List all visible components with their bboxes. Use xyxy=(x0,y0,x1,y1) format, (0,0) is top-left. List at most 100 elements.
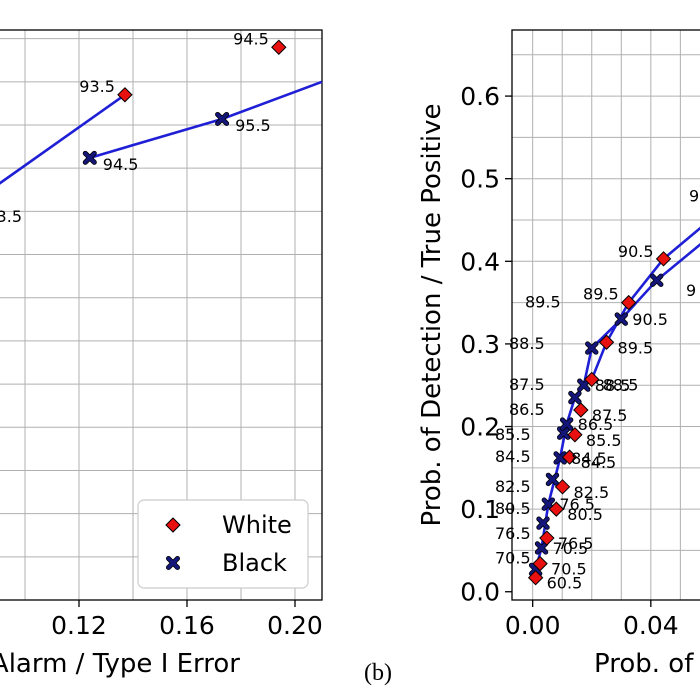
point-label: 88.5 xyxy=(603,375,639,394)
point-label: 89.5 xyxy=(583,285,619,304)
legend-label-black: Black xyxy=(222,549,287,577)
black-marker xyxy=(585,341,599,355)
black-marker xyxy=(577,378,591,392)
black-marker xyxy=(215,111,230,126)
point-label: 82.5 xyxy=(495,477,531,496)
point-label: 90.5 xyxy=(618,242,654,261)
x-tick-label: 0.12 xyxy=(51,611,107,640)
panel-b-chart: 0.0 0.1 0.2 0.3 0.4 0.5 0.6 0.00 0.04 Prob. of Pro… xyxy=(417,29,700,679)
cross-stroke xyxy=(560,418,573,430)
point-label: 93.5 xyxy=(79,77,115,96)
white-marker xyxy=(655,251,672,267)
point-label: 87.5 xyxy=(592,406,628,425)
point-label: 86.5 xyxy=(578,415,614,434)
white-marker xyxy=(620,294,637,311)
y-tick-label: 0.3 xyxy=(460,330,500,359)
point-label-cut: 9 xyxy=(686,281,696,300)
x-axis-title: Prob. of False Alarm / Type I Error xyxy=(0,649,240,679)
x-tick-label: 0.16 xyxy=(159,611,215,640)
black-marker xyxy=(536,516,550,530)
cross-stroke xyxy=(554,452,567,464)
point-label: 85.5 xyxy=(586,431,622,450)
cross-stroke xyxy=(535,542,548,554)
cross-stroke xyxy=(166,556,180,570)
white-marker xyxy=(554,479,571,495)
point-label: 80.5 xyxy=(567,505,603,524)
plot-frame xyxy=(0,29,323,601)
black-marker xyxy=(568,390,582,405)
white-marker xyxy=(573,402,589,418)
cross-stroke xyxy=(585,342,598,354)
cross-stroke xyxy=(577,379,590,392)
black-marker xyxy=(556,426,571,440)
point-label: 84.5 xyxy=(571,449,607,468)
x-tick-label: 0.20 xyxy=(267,611,323,640)
point-label: 89.5 xyxy=(525,293,561,312)
legend-label-white: White xyxy=(222,511,292,539)
cross-stroke xyxy=(215,112,229,126)
cross-stroke xyxy=(615,313,628,326)
point-label: 70.5 xyxy=(553,539,589,558)
point-label: 76.5 xyxy=(559,495,595,514)
cross-stroke xyxy=(557,427,570,440)
y-tick-label: 0.5 xyxy=(460,165,500,194)
white-marker xyxy=(532,555,548,572)
point-label: 76.5 xyxy=(558,534,594,553)
point-label: 85.5 xyxy=(495,425,531,444)
point-label: 88.5 xyxy=(509,334,545,353)
legend-box xyxy=(137,499,309,589)
white-marker xyxy=(271,39,287,55)
white-marker xyxy=(527,569,544,586)
point-label-cut: 9 xyxy=(689,186,699,205)
white-marker xyxy=(598,334,615,350)
point-label: 82.5 xyxy=(574,483,610,502)
white-marker xyxy=(584,371,600,388)
legend: White Black xyxy=(137,499,309,589)
point-label: 89.5 xyxy=(618,338,654,357)
point-label: 95.5 xyxy=(235,116,271,135)
point-label: 84.5 xyxy=(495,447,531,466)
white-marker xyxy=(548,501,565,517)
black-marker xyxy=(650,273,664,288)
x-tick-label: 0.00 xyxy=(505,611,561,640)
legend-white-marker xyxy=(165,517,181,533)
black-marker xyxy=(553,451,567,465)
point-label-cut: 93.5 xyxy=(0,207,22,226)
white-marker xyxy=(539,530,555,546)
white-marker xyxy=(561,449,578,465)
point-label: 60.5 xyxy=(547,574,583,593)
point-label: 80.5 xyxy=(495,499,531,518)
panel-b-tag: (b) xyxy=(364,660,392,686)
point-label: 70.5 xyxy=(495,549,531,568)
y-tick-label: 0.1 xyxy=(460,495,500,524)
plot-frame xyxy=(511,29,700,601)
x-axis-title: Prob. of xyxy=(594,649,694,679)
cross-stroke xyxy=(537,517,549,530)
black-marker xyxy=(614,312,628,326)
black-marker xyxy=(545,472,560,487)
point-label: 94.5 xyxy=(233,29,269,48)
black-marker xyxy=(82,150,97,165)
cross-stroke xyxy=(546,473,559,486)
point-label: 90.5 xyxy=(632,310,668,329)
point-label: 87.5 xyxy=(509,375,545,394)
point-label: 84.5 xyxy=(581,453,617,472)
y-tick-label: 0.6 xyxy=(460,82,500,111)
point-label: 76.5 xyxy=(495,524,531,543)
x-tick-label: 0.04 xyxy=(623,611,679,640)
point-label: 70.5 xyxy=(551,560,587,579)
panel-a-chart: 0.12 0.16 0.20 Prob. of False Alarm / Type … xyxy=(0,29,323,679)
cross-stroke xyxy=(650,274,663,287)
black-marker xyxy=(559,417,574,431)
trend-line-white xyxy=(0,93,126,185)
cross-stroke xyxy=(83,151,97,165)
cross-stroke xyxy=(569,391,581,404)
point-label: 94.5 xyxy=(103,155,139,174)
white-marker xyxy=(117,87,133,103)
legend-black-marker xyxy=(166,556,180,570)
white-marker xyxy=(567,427,583,443)
cross-stroke xyxy=(542,498,555,511)
point-label: 86.5 xyxy=(509,400,545,419)
black-marker xyxy=(534,541,549,555)
y-tick-label: 0.2 xyxy=(460,413,500,442)
